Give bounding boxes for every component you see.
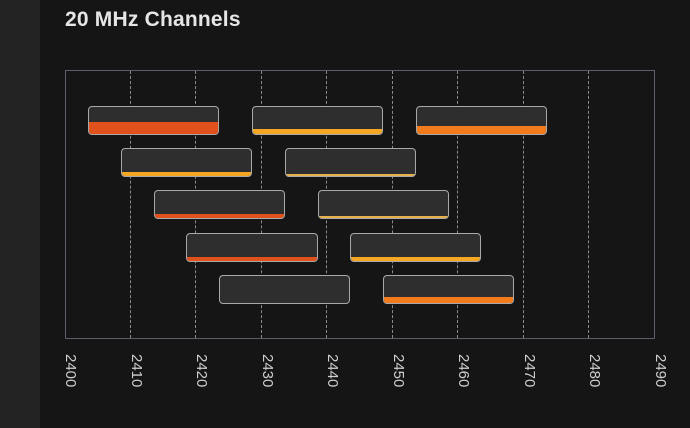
x-tick-label: 2420 — [193, 354, 211, 388]
channel-band[interactable] — [186, 232, 318, 262]
gridline-2480 — [588, 71, 590, 338]
channel-band[interactable] — [251, 106, 384, 135]
channel-band[interactable] — [219, 274, 351, 304]
x-tick-label: 2460 — [455, 354, 473, 388]
channel-utilization-fill — [154, 213, 284, 219]
x-tick-label: 2430 — [258, 354, 276, 388]
channel-band[interactable] — [415, 106, 547, 135]
channel-utilization-fill — [416, 126, 546, 134]
channel-band[interactable] — [120, 148, 252, 178]
channel-band[interactable] — [88, 106, 220, 135]
x-tick-label: 2470 — [520, 354, 538, 388]
panel-title: 20 MHz Channels — [65, 8, 241, 31]
x-tick-label: 2450 — [389, 354, 407, 388]
channel-utilization-fill — [351, 256, 481, 261]
gridline-2460 — [457, 71, 459, 338]
x-tick-label: 2480 — [586, 354, 604, 388]
x-tick-label: 2440 — [324, 354, 342, 388]
channel-utilization-fill — [121, 171, 251, 177]
side-strip — [0, 0, 40, 428]
channel-utilization-fill — [252, 128, 383, 134]
channel-band[interactable] — [153, 190, 285, 220]
x-tick-label: 2490 — [651, 354, 669, 388]
channel-utilization-fill — [89, 122, 219, 134]
channel-band[interactable] — [383, 274, 515, 304]
channel-utilization-fill — [187, 257, 317, 261]
channel-band[interactable] — [350, 232, 482, 262]
channel-band[interactable] — [284, 148, 416, 178]
channel-utilization-fill — [318, 216, 448, 219]
channel-utilization-fill — [285, 174, 415, 177]
channel-band[interactable] — [317, 190, 449, 220]
gridline-2470 — [522, 71, 524, 338]
channel-utilization-fill — [384, 297, 514, 303]
gridline-2410 — [129, 71, 131, 338]
x-tick-label: 2400 — [62, 354, 79, 388]
x-tick-label: 2410 — [127, 354, 145, 388]
